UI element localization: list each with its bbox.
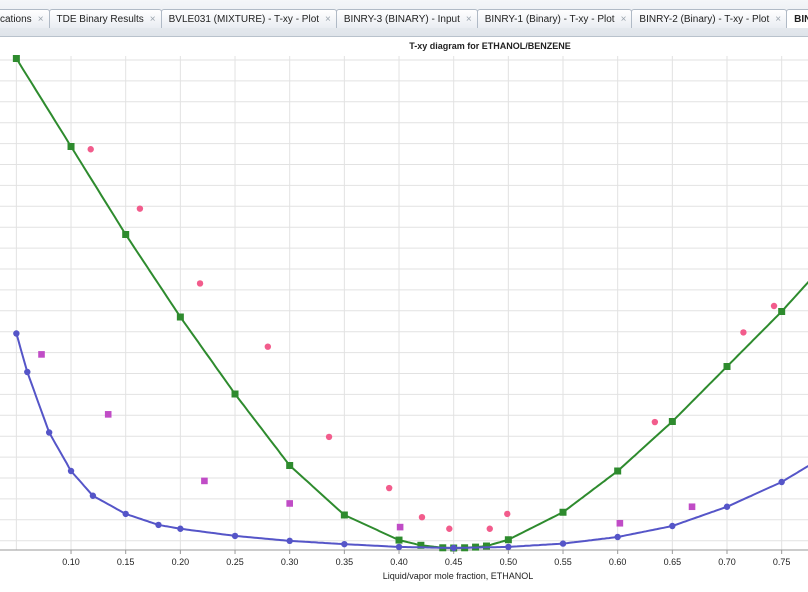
- tab-close-icon[interactable]: ×: [465, 13, 472, 25]
- x-axis-ticks: 0.10 0.15 0.20 0.25 0.30 0.35 0.40 0.45 0.50 0.55…: [62, 550, 790, 567]
- vapor-point: [286, 462, 294, 469]
- liquid-point: [669, 522, 676, 530]
- vapor-point: [559, 508, 567, 516]
- tab-close-icon[interactable]: ×: [325, 13, 331, 25]
- vapor-point: [340, 511, 348, 519]
- tab-strip: cations × TDE Binary Results × BVLE031 (MIXT…: [0, 9, 808, 28]
- liquid-point: [231, 532, 239, 540]
- tab-5[interactable]: BINRY-2 (Binary) - T-xy - Plot ×: [631, 9, 788, 28]
- liquid-point: [155, 521, 162, 529]
- liquid-point: [723, 503, 731, 510]
- exp-vapor-point: [385, 484, 393, 492]
- tab-1[interactable]: TDE Binary Results ×: [48, 9, 162, 28]
- exp-vapor-point: [740, 329, 747, 336]
- x-tick-label: 0.40: [390, 557, 408, 567]
- liquid-point: [89, 492, 97, 499]
- tab-0[interactable]: cations ×: [0, 9, 50, 28]
- vapor-point: [778, 308, 786, 315]
- chart-grid: [0, 56, 808, 550]
- x-tick-label: 0.45: [445, 557, 463, 567]
- vapor-point: [668, 418, 676, 425]
- vapor-point: [67, 143, 75, 150]
- exp-vapor-point: [486, 525, 493, 532]
- liquid-point: [450, 544, 457, 552]
- exp-liquid-point: [616, 519, 624, 527]
- tab-label: BINRY: [794, 13, 808, 25]
- vapor-point: [417, 541, 425, 549]
- exp-vapor-point: [136, 205, 144, 212]
- liquid-point: [778, 478, 785, 486]
- tab-close-icon[interactable]: ×: [149, 13, 156, 25]
- x-axis-label: Liquid/vapor mole fraction, ETHANOL: [383, 571, 534, 581]
- tab-label: BINRY-2 (Binary) - T-xy - Plot: [639, 13, 770, 25]
- liquid-point: [177, 525, 184, 532]
- tab-4[interactable]: BINRY-1 (Binary) - T-xy - Plot ×: [476, 9, 633, 28]
- x-tick-label: 0.15: [117, 557, 135, 567]
- chart-title: T-xy diagram for ETHANOL/BENZENE: [409, 41, 571, 51]
- liquid-point: [395, 543, 403, 551]
- x-tick-label: 0.50: [500, 557, 518, 567]
- tab-close-icon[interactable]: ×: [620, 13, 627, 25]
- tab-label: BINRY-1 (Binary) - T-xy - Plot: [484, 13, 615, 25]
- x-tick-label: 0.65: [664, 557, 682, 567]
- exp-liquid-point: [201, 477, 208, 485]
- liquid-point: [45, 429, 53, 436]
- x-tick-label: 0.25: [226, 557, 244, 567]
- exp-vapor-point: [264, 343, 272, 350]
- exp-liquid-point: [396, 523, 404, 531]
- tab-close-icon[interactable]: ×: [37, 13, 44, 25]
- exp-vapor-point: [418, 514, 426, 521]
- vapor-point: [482, 542, 490, 550]
- tab-2[interactable]: BVLE031 (MIXTURE) - T-xy - Plot ×: [160, 9, 337, 28]
- liquid-curve: [15, 333, 808, 549]
- exp-liquid-point: [104, 411, 112, 418]
- vapor-point: [176, 313, 184, 321]
- liquid-point: [505, 543, 512, 551]
- x-tick-label: 0.30: [281, 557, 299, 567]
- tab-close-icon[interactable]: ×: [775, 13, 782, 25]
- exp-vapor-point: [446, 525, 453, 532]
- exp-vapor-point: [87, 146, 94, 153]
- x-tick-label: 0.70: [718, 557, 736, 567]
- exp-vapor-point: [196, 280, 204, 287]
- x-tick-label: 0.55: [554, 557, 572, 567]
- tab-label: BINRY-3 (BINARY) - Input: [343, 13, 460, 25]
- vapor-point: [122, 231, 130, 238]
- liquid-point: [24, 368, 31, 376]
- tab-3[interactable]: BINRY-3 (BINARY) - Input ×: [335, 9, 478, 28]
- x-tick-label: 0.20: [172, 557, 190, 567]
- x-tick-label: 0.35: [336, 557, 354, 567]
- liquid-point: [341, 540, 348, 548]
- tab-label: BVLE031 (MIXTURE) - T-xy - Plot: [168, 13, 320, 25]
- txy-chart: T-xy diagram for ETHANOL/BENZENE 0.10 0.1…: [0, 41, 808, 581]
- vapor-point: [614, 467, 622, 475]
- document-tab-bar: cations × TDE Binary Results × BVLE031 (MIXT…: [0, 0, 808, 37]
- vapor-curve: [15, 57, 808, 549]
- exp-liquid-point: [38, 351, 45, 358]
- exp-vapor-point: [770, 302, 778, 310]
- liquid-point: [559, 540, 567, 547]
- exp-liquid-point: [688, 503, 696, 511]
- vapor-point: [395, 536, 403, 544]
- exp-vapor-point: [325, 433, 333, 441]
- exp-vapor-point: [651, 418, 659, 426]
- liquid-point: [67, 467, 75, 475]
- vapor-point: [231, 390, 239, 398]
- exp-vapor-point: [504, 510, 511, 518]
- liquid-point: [614, 533, 621, 541]
- vapor-point: [504, 536, 512, 544]
- tab-label: TDE Binary Results: [56, 13, 144, 25]
- liquid-point: [13, 330, 20, 337]
- x-tick-label: 0.75: [773, 557, 791, 567]
- vapor-point: [723, 363, 731, 370]
- x-tick-label: 0.10: [62, 557, 80, 567]
- tab-6[interactable]: BINRY: [786, 9, 808, 28]
- vapor-point: [12, 55, 20, 62]
- liquid-point: [286, 537, 293, 545]
- x-tick-label: 0.60: [609, 557, 627, 567]
- exp-liquid-point: [286, 500, 293, 507]
- series-layer: [12, 55, 808, 552]
- tab-label: cations: [0, 13, 32, 25]
- liquid-point: [122, 510, 129, 518]
